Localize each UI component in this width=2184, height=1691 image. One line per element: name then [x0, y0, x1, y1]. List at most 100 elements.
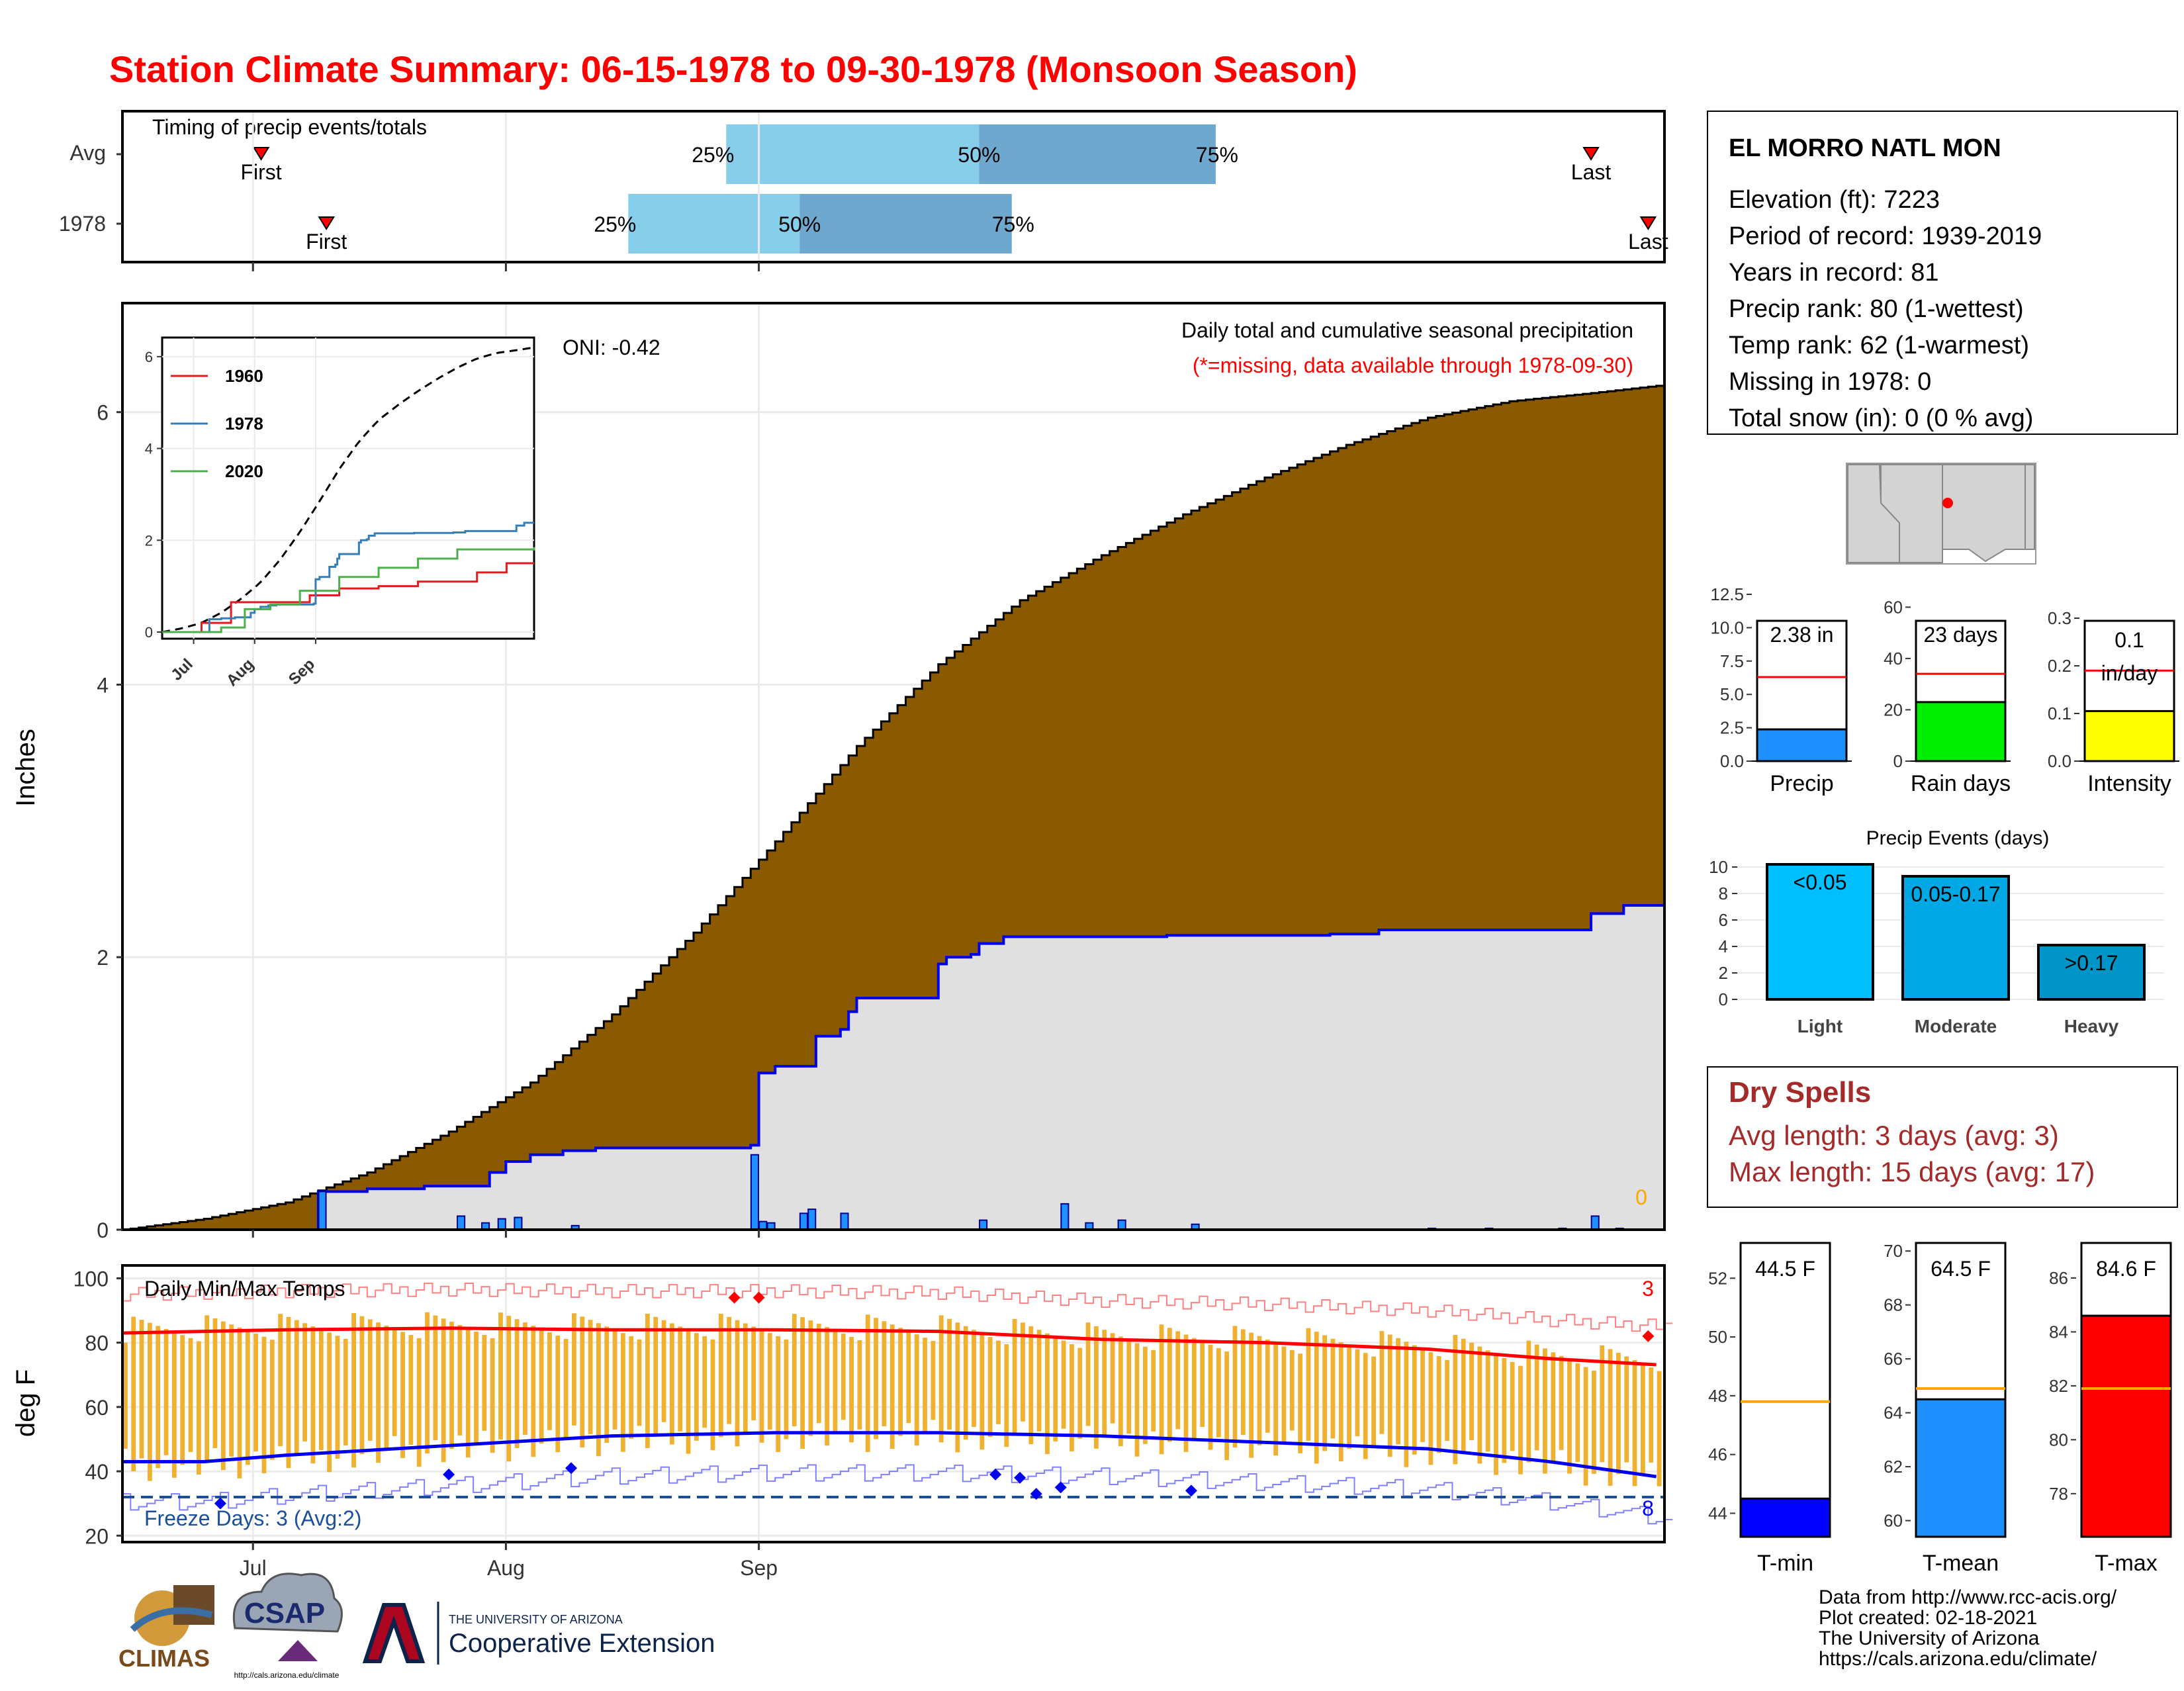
daily-temp-range-bar: [156, 1326, 161, 1469]
timing-p25-label: 25%: [692, 143, 734, 167]
timing-p75-label: 75%: [992, 212, 1034, 236]
precip-subtitle: Daily total and cumulative seasonal prec…: [1181, 318, 1633, 342]
daily-temp-range-bar: [1102, 1330, 1107, 1436]
daily-temp-range-bar: [163, 1328, 169, 1455]
record-low-marker: [1185, 1485, 1197, 1497]
station-location-dot: [1942, 498, 1953, 508]
summary-y-tick-label: 0.0: [2048, 751, 2071, 771]
daily-temp-range-bar: [1021, 1322, 1025, 1422]
precip-event-bar: [1901, 875, 2010, 1001]
dry-spells-avg: Avg length: 3 days (avg: 3): [1729, 1120, 2059, 1151]
precip-event-category: Light: [1797, 1016, 1843, 1036]
daily-temp-range-bar: [335, 1336, 340, 1459]
temp-y-tick-label: 40: [85, 1460, 109, 1484]
daily-precip-bar: [840, 1212, 849, 1230]
daily-temp-range-bar: [408, 1335, 414, 1445]
daily-temp-range-bar: [1641, 1363, 1645, 1475]
temp-summary-y-tick-label: 70: [1884, 1241, 1903, 1261]
summary-bar-label: Intensity: [2087, 771, 2171, 796]
daily-temp-range-bar: [669, 1323, 674, 1445]
daily-temp-range-bar: [514, 1319, 520, 1449]
daily-temp-range-bar: [629, 1336, 634, 1439]
location-map: [1846, 463, 2036, 565]
daily-temp-range-bar: [188, 1338, 193, 1452]
daily-temp-range-bar: [1502, 1357, 1507, 1463]
temp-summary-bar: [2080, 1314, 2172, 1538]
precip-event-bar-label: >0.17: [2065, 951, 2118, 975]
precip-panel: Inches ONI: -0.42 Daily total and cumula…: [11, 302, 1666, 1242]
daily-temp-range-bar: [1477, 1346, 1482, 1464]
credit-line: https://cals.arizona.edu/climate/: [1819, 1648, 2097, 1670]
daily-temp-range-bar: [865, 1314, 870, 1452]
summary-bar-value-unit: in/day: [2101, 661, 2158, 685]
daily-temp-range-bar: [1224, 1351, 1230, 1461]
inset-avg-line: [161, 346, 535, 633]
daily-temp-range-bar: [245, 1330, 250, 1465]
temp-summary-value: 84.6 F: [2096, 1257, 2156, 1281]
inset-legend-label: 2020: [225, 461, 263, 481]
timing-marker-label: Last: [1571, 160, 1612, 184]
station-line: Total snow (in): 0 (0 % avg): [1729, 404, 2033, 432]
temp-summary-bar: [1739, 1497, 1831, 1538]
daily-temp-range-bar: [1191, 1338, 1197, 1440]
page-title: Station Climate Summary: 06-15-1978 to 0…: [109, 48, 1357, 90]
daily-temp-range-bar: [718, 1313, 723, 1438]
precip-event-category: Heavy: [2064, 1016, 2119, 1036]
missing-count: 0: [1635, 1185, 1647, 1209]
daily-temp-range-bar: [400, 1332, 405, 1459]
timing-label: Timing of precip events/totals: [152, 115, 427, 139]
daily-temp-range-bar: [743, 1323, 748, 1434]
daily-temp-range-bar: [1085, 1322, 1091, 1426]
credits: Data from http://www.rcc-acis.org/ Plot …: [1819, 1586, 2117, 1670]
daily-temp-range-bar: [343, 1338, 348, 1445]
daily-temp-range-bar: [1200, 1341, 1205, 1427]
daily-temp-range-bar: [318, 1329, 324, 1450]
timing-marker-label: Last: [1628, 230, 1668, 253]
summary-y-tick-label: 60: [1884, 597, 1903, 617]
daily-temp-range-bar: [171, 1332, 177, 1478]
daily-temp-range-bar: [710, 1339, 715, 1450]
station-name: EL MORRO NATL MON: [1729, 134, 2001, 162]
daily-temp-range-bar: [1265, 1339, 1270, 1433]
record-high-line: [122, 1282, 1673, 1332]
daily-temp-range-bar: [359, 1316, 365, 1455]
timing-p25-label: 25%: [594, 212, 636, 236]
summary-bar: [2083, 709, 2175, 762]
daily-temp-range-bar: [914, 1334, 919, 1446]
daily-temp-range-bar: [498, 1312, 503, 1440]
dry-spells-box: Dry Spells Avg length: 3 days (avg: 3) M…: [1707, 1066, 2178, 1208]
dry-spells-title: Dry Spells: [1729, 1076, 1871, 1109]
timing-marker-label: First: [240, 160, 281, 184]
credit-line: Plot created: 02-18-2021: [1819, 1607, 2037, 1629]
summary-y-tick-label: 2.5: [1720, 718, 1744, 738]
daily-temp-range-bar: [1281, 1346, 1287, 1443]
summary-y-tick-label: 40: [1884, 649, 1903, 668]
daily-temp-range-bar: [547, 1332, 552, 1430]
daily-temp-range-bar: [1094, 1326, 1099, 1449]
events-y-tick-label: 2: [1719, 963, 1728, 983]
station-line: Years in record: 81: [1729, 259, 1939, 287]
freeze-days: Freeze Days: 3 (Avg:2): [144, 1506, 361, 1530]
daily-temp-range-bar: [212, 1318, 218, 1449]
daily-temp-range-bar: [490, 1338, 495, 1453]
daily-precip-bar: [979, 1219, 988, 1231]
daily-temp-range-bar: [220, 1321, 226, 1471]
daily-temp-range-bar: [987, 1337, 993, 1438]
daily-temp-range-bar: [474, 1332, 478, 1444]
precip-y-axis-label: Inches: [11, 729, 40, 807]
daily-temp-range-bar: [816, 1324, 821, 1424]
temp-summary-y-tick-label: 62: [1884, 1457, 1903, 1477]
daily-temp-range-bar: [457, 1325, 463, 1436]
temp-y-axis-label: deg F: [11, 1369, 40, 1437]
timing-row-avg-label: Avg: [69, 141, 106, 165]
daily-temp-range-bar: [139, 1320, 144, 1459]
temp-summary-y-tick-label: 80: [2049, 1430, 2068, 1449]
daily-temp-range-bar: [1028, 1326, 1034, 1444]
daily-temp-range-bar: [1355, 1349, 1360, 1437]
summary-bar: [1756, 728, 1848, 762]
csap-logo-text: CSAP: [244, 1597, 325, 1629]
events-y-tick-label: 4: [1719, 937, 1728, 956]
daily-temp-range-bar: [1330, 1338, 1336, 1439]
daily-temp-range-bar: [327, 1332, 332, 1473]
